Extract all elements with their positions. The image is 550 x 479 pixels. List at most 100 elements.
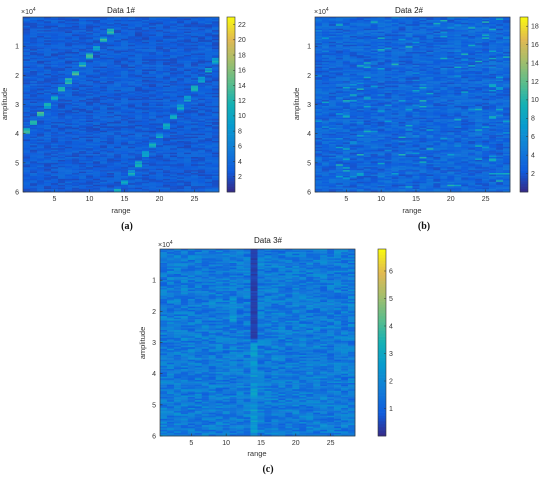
heatmap-cell xyxy=(100,107,108,110)
heatmap-cell xyxy=(107,145,115,148)
heatmap-cell xyxy=(51,101,59,104)
heatmap-cell xyxy=(121,69,129,72)
heatmap-cell xyxy=(51,94,59,97)
heatmap-cell xyxy=(198,130,206,133)
heatmap-cell xyxy=(142,84,150,86)
heatmap-cell xyxy=(177,132,185,134)
heatmap-cell xyxy=(44,49,52,51)
heatmap-cell xyxy=(86,122,94,124)
heatmap-cell xyxy=(65,76,73,79)
heatmap-cell xyxy=(156,157,164,159)
heatmap-cell xyxy=(58,50,66,53)
heatmap-cell xyxy=(58,47,66,50)
heatmap-cell xyxy=(37,127,45,130)
heatmap-cell xyxy=(114,142,122,145)
heatmap-cell xyxy=(212,178,220,181)
heatmap-cell xyxy=(212,81,220,83)
heatmap-cell xyxy=(335,129,344,132)
heatmap-cell xyxy=(328,186,337,188)
heatmap-cell xyxy=(121,25,129,28)
heatmap-cell xyxy=(30,44,38,47)
heatmap-cell xyxy=(212,133,220,136)
heatmap-cell xyxy=(212,154,220,156)
heatmap-cell xyxy=(128,139,136,142)
heatmap-cell xyxy=(191,73,199,76)
heatmap-cell xyxy=(79,17,87,19)
heatmap-cell xyxy=(184,155,192,158)
heatmap-cell xyxy=(135,123,143,126)
heatmap-cell xyxy=(79,63,87,66)
heatmap-cell xyxy=(142,116,150,118)
heatmap-cell xyxy=(205,105,213,108)
heatmap-cell xyxy=(93,95,101,98)
heatmap-cell xyxy=(321,171,330,174)
heatmap-cell xyxy=(163,27,171,29)
heatmap-cell xyxy=(191,132,199,134)
heatmap-cell xyxy=(65,57,73,60)
heatmap-cell xyxy=(107,168,115,171)
heatmap-cell xyxy=(349,89,358,92)
heatmap-cell xyxy=(156,183,164,186)
heatmap-cell xyxy=(198,167,206,169)
heatmap-cell xyxy=(198,40,206,43)
heatmap-cell xyxy=(315,35,323,38)
heatmap-cell xyxy=(328,120,337,123)
heatmap-cell xyxy=(335,154,344,156)
heatmap-cell xyxy=(335,97,344,99)
heatmap-cell xyxy=(315,72,323,75)
heatmap-cell xyxy=(128,154,136,156)
heatmap-cell xyxy=(184,136,192,139)
heatmap-cell xyxy=(212,171,220,174)
heatmap-cell xyxy=(191,183,199,186)
heatmap-cell xyxy=(72,98,80,101)
heatmap-cell xyxy=(156,154,164,156)
heatmap-cell xyxy=(315,56,323,59)
heatmap-cell xyxy=(212,60,220,63)
heatmap-cell xyxy=(86,37,94,40)
heatmap-cell xyxy=(342,129,351,132)
heatmap-cell xyxy=(121,162,129,165)
heatmap-cell xyxy=(356,142,365,145)
heatmap-cell xyxy=(100,65,108,67)
heatmap-cell xyxy=(128,70,136,73)
heatmap-cell xyxy=(328,133,337,136)
heatmap-cell xyxy=(212,69,220,72)
heatmap-cell xyxy=(86,187,94,190)
heatmap-cell xyxy=(142,53,150,56)
heatmap-cell xyxy=(191,181,199,184)
heatmap-cell xyxy=(328,180,337,183)
heatmap-cell xyxy=(135,158,143,161)
heatmap-cell xyxy=(315,103,323,105)
heatmap-cell xyxy=(86,70,94,73)
heatmap-cell xyxy=(198,81,206,83)
heatmap-cell xyxy=(114,85,122,88)
heatmap-cell xyxy=(121,62,129,64)
heatmap-cell xyxy=(128,25,136,28)
heatmap-cell xyxy=(107,103,115,105)
heatmap-cell xyxy=(184,165,192,168)
heatmap-cell xyxy=(65,24,73,27)
heatmap-cell xyxy=(142,184,150,187)
heatmap-cell xyxy=(205,17,213,19)
heatmap-cell xyxy=(37,151,45,153)
heatmap-cell xyxy=(44,40,52,43)
heatmap-cell xyxy=(191,81,199,83)
heatmap-cell xyxy=(142,38,150,41)
heatmap-cell xyxy=(79,146,87,149)
heatmap-cell xyxy=(107,104,115,107)
heatmap-cell xyxy=(135,21,143,24)
heatmap-cell xyxy=(114,184,122,187)
heatmap-cell xyxy=(44,146,52,149)
heatmap-cell xyxy=(93,189,101,191)
heatmap-cell xyxy=(79,46,87,48)
heatmap-cell xyxy=(205,151,213,153)
heatmap-cell xyxy=(51,85,59,88)
heatmap-cell xyxy=(328,138,337,140)
heatmap-cell xyxy=(128,81,136,83)
heatmap-cell xyxy=(72,164,80,167)
heatmap-cell xyxy=(191,126,199,129)
heatmap-cell xyxy=(205,124,213,127)
heatmap-cell xyxy=(342,59,351,62)
heatmap-cell xyxy=(128,158,136,161)
heatmap-cell xyxy=(107,117,115,120)
